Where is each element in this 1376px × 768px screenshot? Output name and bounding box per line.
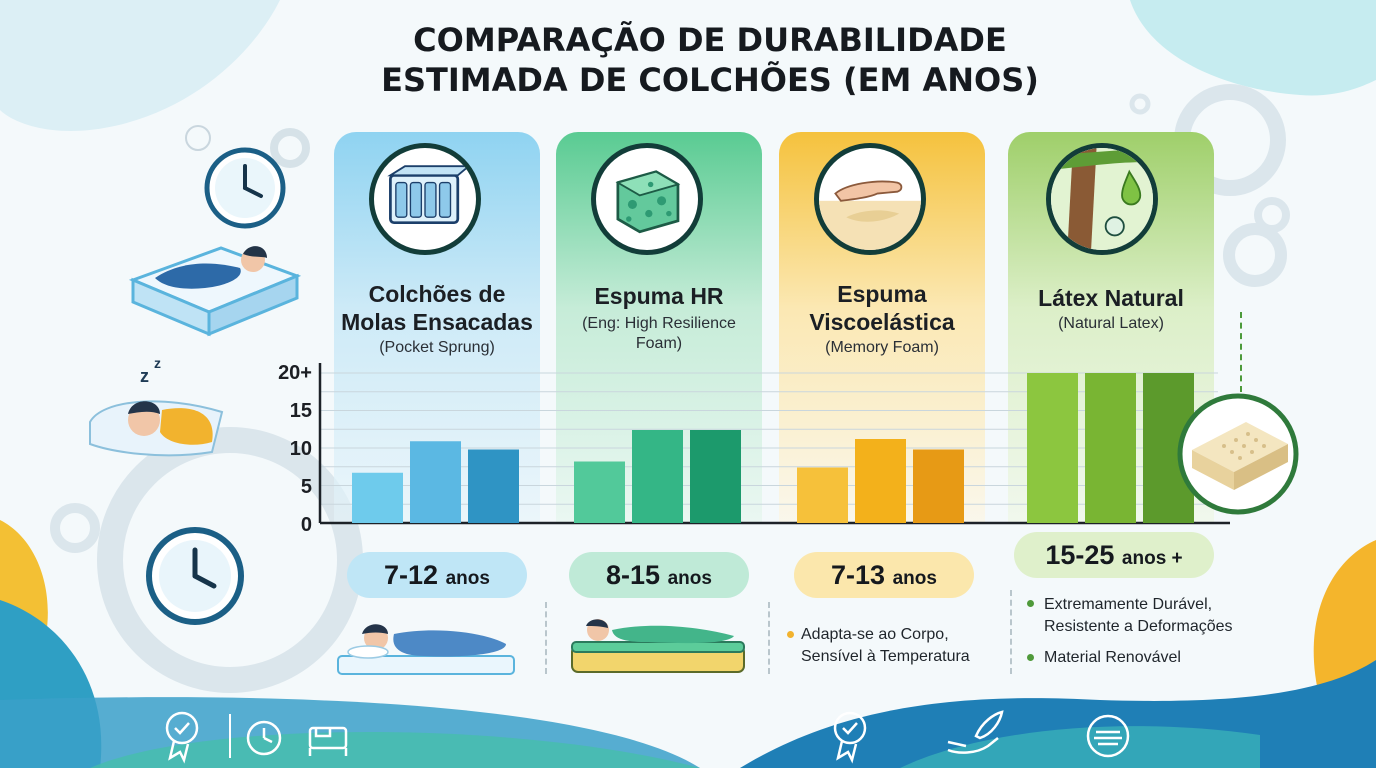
note-line: Adapta-se ao Corpo,: [801, 626, 949, 643]
clock-icon: [204, 147, 286, 229]
panel-name-espuma-hr: Espuma HR: [552, 282, 766, 310]
svg-text:z: z: [140, 366, 149, 386]
title-line-1: COMPARAÇÃO DE DURABILIDADE: [413, 21, 1007, 59]
panel-name-line: Espuma HR: [594, 283, 724, 309]
panel-name-line: Colchões de: [368, 281, 506, 307]
footer-icons-right: [833, 710, 1130, 764]
bar: [690, 430, 741, 523]
panel-sub-line: (Natural Latex): [1058, 315, 1164, 332]
footer-icons-left: [165, 711, 348, 764]
bar: [1085, 373, 1136, 523]
range-unit: anos: [892, 568, 937, 589]
bar: [468, 449, 519, 523]
panel-name-viscoelastica: Espuma Viscoelástica: [775, 280, 989, 336]
panel-name-line: Molas Ensacadas: [341, 309, 533, 335]
y-tick-label: 10: [289, 438, 312, 460]
range-pill-viscoelastica: 7-13 anos: [794, 552, 974, 598]
hand-imprint-icon: [814, 143, 926, 255]
range-unit: anos: [667, 568, 712, 589]
medal-check-icon: [165, 711, 199, 764]
panel-name-line: Viscoelástica: [809, 309, 955, 335]
bar: [632, 430, 683, 523]
panel-sub-molas: (Pocket Sprung): [330, 338, 544, 358]
note-bullet: [1027, 654, 1034, 661]
range-pill-espuma-hr: 8-15 anos: [569, 552, 749, 598]
range-pill-latex: 15-25 anos +: [1014, 532, 1214, 578]
svg-text:z: z: [154, 355, 161, 371]
panel-sub-latex: (Natural Latex): [1004, 314, 1218, 334]
range-value: 7-12: [384, 560, 439, 590]
panel-sub-viscoelastica: (Memory Foam): [775, 338, 989, 358]
panel-name-latex: Látex Natural: [1004, 284, 1218, 312]
bar: [913, 449, 964, 523]
bar: [797, 467, 848, 523]
note-viscoelastica: Adapta-se ao Corpo, Sensível à Temperatu…: [801, 624, 1021, 668]
chart-title: COMPARAÇÃO DE DURABILIDADE ESTIMADA DE C…: [250, 20, 1170, 100]
panel-name-line: Látex Natural: [1038, 285, 1184, 311]
pocket-spring-icon: [369, 143, 481, 255]
divider: [1010, 590, 1012, 674]
y-tick-label: 5: [300, 476, 312, 498]
bar: [410, 441, 461, 523]
y-tick-label: 15: [289, 400, 312, 422]
divider: [1240, 312, 1242, 392]
range-unit: anos: [445, 568, 490, 589]
range-value: 15-25: [1045, 540, 1115, 570]
bed-icon: [308, 726, 348, 756]
panel-sub-line: (Eng: High Resilience: [582, 315, 736, 332]
panel-name-line: Espuma: [837, 281, 927, 307]
range-pill-molas: 7-12 anos: [347, 552, 527, 598]
range-value: 8-15: [606, 560, 661, 590]
y-tick-label: 0: [300, 514, 312, 536]
range-unit: anos +: [1121, 548, 1183, 569]
divider: [768, 602, 770, 674]
hand-feather-icon: [947, 710, 1004, 754]
note-line: Sensível à Temperatura: [801, 648, 970, 665]
bar: [574, 461, 625, 523]
note-line: Material Renovável: [1044, 649, 1181, 666]
bar: [352, 472, 403, 523]
rubber-tree-icon: [1046, 143, 1158, 255]
latex-sample-icon: [1177, 393, 1299, 515]
panel-sub-line: (Memory Foam): [825, 339, 939, 356]
y-tick-label: 20+: [278, 362, 312, 384]
panel-sub-espuma-hr: (Eng: High Resilience Foam): [552, 314, 766, 354]
medal-check-icon: [833, 711, 867, 764]
recycle-layers-icon: [1086, 714, 1130, 758]
panel-sub-line: (Pocket Sprung): [379, 339, 495, 356]
sleeping-man-foam-mattress-icon: [571, 619, 745, 673]
sleeping-woman-mattress-icon: [128, 246, 302, 337]
sleeping-woman-pillow-icon: z z: [89, 355, 224, 457]
panel-sub-line: Foam): [635, 335, 683, 352]
stopwatch-icon: [246, 720, 282, 756]
bar: [1027, 373, 1078, 523]
divider: [545, 602, 547, 674]
bar: [855, 439, 906, 523]
title-line-2: ESTIMADA DE COLCHÕES (EM ANOS): [381, 61, 1039, 99]
note-bullet: [787, 631, 794, 638]
note-line: Extremamente Durável,: [1044, 596, 1213, 613]
range-value: 7-13: [831, 560, 886, 590]
foam-block-icon: [591, 143, 703, 255]
sleeping-woman-spring-mattress-icon: [337, 624, 515, 675]
alarm-clock-icon: [146, 527, 244, 625]
note-latex-renewable: Material Renovável: [1044, 647, 1294, 669]
note-line: Resistente a Deformações: [1044, 618, 1233, 635]
panel-name-molas: Colchões de Molas Ensacadas: [330, 280, 544, 336]
note-latex-durable: Extremamente Durável, Resistente a Defor…: [1044, 594, 1294, 638]
note-bullet: [1027, 600, 1034, 607]
